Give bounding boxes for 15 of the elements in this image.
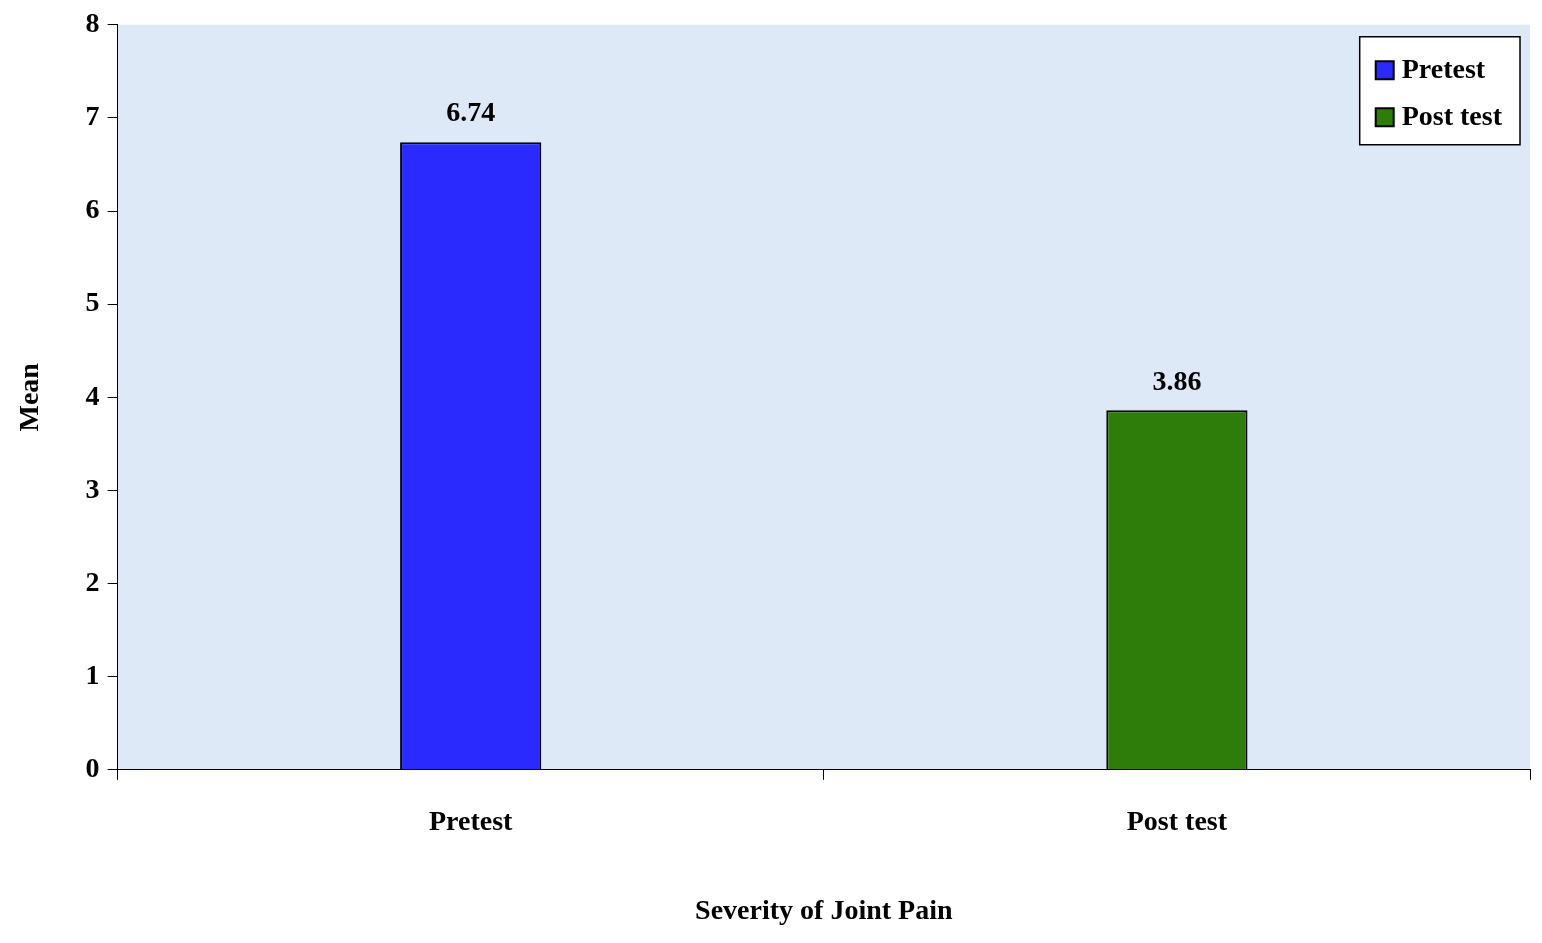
y-tick-label: 3 (85, 472, 100, 504)
y-tick-label: 0 (85, 752, 100, 784)
x-axis-title: Severity of Joint Pain (695, 894, 953, 926)
y-tick-label: 7 (85, 100, 100, 132)
legend-label: Post test (1401, 99, 1503, 131)
y-tick-label: 8 (85, 7, 100, 39)
y-tick-label: 6 (85, 193, 100, 225)
y-tick-label: 4 (85, 379, 100, 411)
legend-label: Pretest (1401, 52, 1486, 84)
y-axis-title: Mean (13, 362, 45, 432)
data-label: 6.74 (446, 96, 496, 128)
y-tick-label: 5 (85, 286, 100, 318)
y-tick-label: 2 (85, 565, 100, 597)
y-tick-label: 1 (85, 658, 100, 690)
data-label: 3.86 (1152, 364, 1202, 396)
